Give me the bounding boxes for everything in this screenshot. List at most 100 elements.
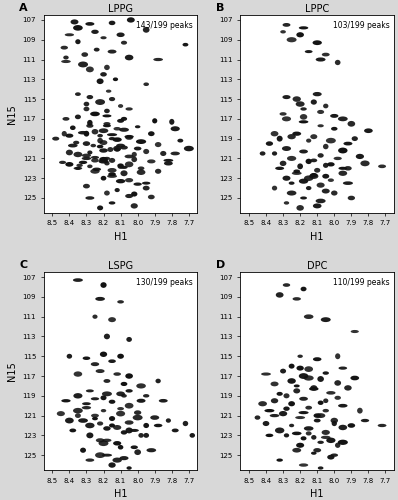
- Ellipse shape: [108, 462, 116, 468]
- Ellipse shape: [332, 421, 337, 426]
- Ellipse shape: [287, 156, 296, 161]
- Ellipse shape: [289, 364, 295, 368]
- Ellipse shape: [137, 170, 145, 175]
- Ellipse shape: [275, 166, 284, 170]
- Ellipse shape: [313, 92, 322, 96]
- Ellipse shape: [90, 112, 100, 116]
- Ellipse shape: [73, 278, 83, 282]
- Ellipse shape: [118, 104, 123, 108]
- Ellipse shape: [299, 397, 308, 401]
- Ellipse shape: [311, 100, 317, 104]
- Ellipse shape: [326, 391, 336, 394]
- Ellipse shape: [152, 118, 157, 124]
- Ellipse shape: [117, 164, 124, 169]
- Ellipse shape: [270, 414, 279, 417]
- Ellipse shape: [143, 433, 149, 438]
- Ellipse shape: [91, 30, 99, 34]
- Ellipse shape: [113, 138, 122, 142]
- Ellipse shape: [317, 440, 324, 444]
- Ellipse shape: [65, 162, 74, 166]
- Ellipse shape: [304, 176, 313, 181]
- Ellipse shape: [160, 151, 166, 156]
- Ellipse shape: [99, 128, 108, 133]
- Ellipse shape: [297, 32, 304, 38]
- Ellipse shape: [327, 454, 335, 460]
- Ellipse shape: [100, 352, 107, 357]
- Ellipse shape: [109, 137, 115, 140]
- Ellipse shape: [86, 124, 94, 128]
- Ellipse shape: [282, 116, 291, 121]
- Ellipse shape: [335, 60, 341, 65]
- Ellipse shape: [316, 198, 326, 203]
- Ellipse shape: [172, 428, 179, 432]
- Ellipse shape: [126, 337, 132, 342]
- Ellipse shape: [293, 96, 301, 102]
- Ellipse shape: [347, 423, 355, 428]
- Ellipse shape: [283, 95, 291, 99]
- Ellipse shape: [78, 62, 88, 68]
- Ellipse shape: [121, 170, 128, 176]
- Ellipse shape: [86, 390, 94, 392]
- Ellipse shape: [125, 136, 133, 140]
- Ellipse shape: [121, 40, 127, 44]
- Ellipse shape: [125, 389, 133, 392]
- Ellipse shape: [183, 43, 188, 46]
- Ellipse shape: [313, 204, 322, 208]
- Ellipse shape: [92, 417, 98, 420]
- Ellipse shape: [97, 138, 103, 143]
- Ellipse shape: [113, 458, 122, 462]
- Ellipse shape: [96, 369, 105, 373]
- X-axis label: H1: H1: [310, 489, 324, 499]
- Ellipse shape: [347, 121, 355, 126]
- Ellipse shape: [271, 131, 279, 136]
- Ellipse shape: [121, 430, 127, 434]
- Ellipse shape: [116, 392, 125, 396]
- Ellipse shape: [309, 174, 318, 179]
- Ellipse shape: [316, 58, 326, 62]
- Ellipse shape: [108, 317, 116, 322]
- Ellipse shape: [183, 421, 188, 426]
- Ellipse shape: [117, 32, 125, 37]
- Ellipse shape: [266, 142, 273, 146]
- Ellipse shape: [277, 458, 283, 462]
- Ellipse shape: [113, 372, 121, 376]
- X-axis label: H1: H1: [114, 232, 127, 242]
- Ellipse shape: [108, 172, 116, 176]
- Ellipse shape: [104, 162, 109, 166]
- Ellipse shape: [125, 420, 134, 424]
- Ellipse shape: [292, 172, 302, 175]
- Ellipse shape: [277, 392, 283, 396]
- Ellipse shape: [310, 134, 317, 139]
- Ellipse shape: [169, 119, 174, 125]
- Ellipse shape: [331, 190, 338, 196]
- Ellipse shape: [147, 160, 156, 164]
- Ellipse shape: [148, 131, 154, 136]
- Ellipse shape: [351, 330, 359, 333]
- Ellipse shape: [294, 384, 300, 388]
- Y-axis label: N15: N15: [7, 361, 17, 381]
- Ellipse shape: [283, 176, 291, 181]
- Ellipse shape: [318, 466, 324, 469]
- Ellipse shape: [283, 283, 290, 287]
- Ellipse shape: [75, 39, 81, 44]
- Ellipse shape: [335, 442, 340, 448]
- Ellipse shape: [117, 407, 124, 410]
- Ellipse shape: [312, 40, 322, 45]
- Ellipse shape: [321, 436, 331, 439]
- Ellipse shape: [137, 398, 146, 403]
- Ellipse shape: [343, 142, 353, 146]
- Ellipse shape: [271, 382, 279, 386]
- Ellipse shape: [287, 134, 296, 140]
- Ellipse shape: [314, 418, 321, 422]
- Ellipse shape: [104, 190, 110, 196]
- Ellipse shape: [107, 133, 117, 136]
- Ellipse shape: [348, 196, 355, 200]
- Ellipse shape: [299, 178, 308, 184]
- Ellipse shape: [361, 419, 369, 422]
- Ellipse shape: [297, 366, 304, 370]
- Ellipse shape: [133, 415, 142, 420]
- Ellipse shape: [85, 22, 94, 26]
- Ellipse shape: [132, 152, 137, 157]
- Ellipse shape: [109, 97, 115, 101]
- Ellipse shape: [103, 122, 111, 126]
